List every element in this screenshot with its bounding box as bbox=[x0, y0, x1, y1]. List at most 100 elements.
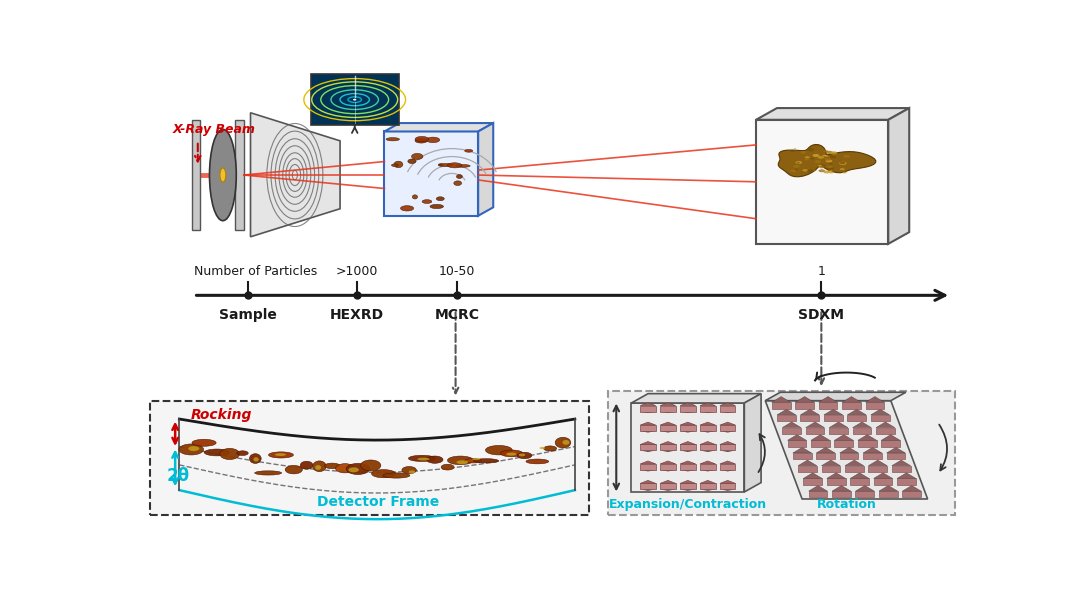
Bar bbox=[150, 401, 590, 516]
Ellipse shape bbox=[818, 165, 822, 167]
Ellipse shape bbox=[825, 158, 831, 161]
Ellipse shape bbox=[807, 148, 814, 151]
Polygon shape bbox=[819, 396, 837, 402]
Ellipse shape bbox=[814, 161, 821, 163]
Bar bbox=[809, 491, 827, 497]
Polygon shape bbox=[660, 431, 676, 432]
Ellipse shape bbox=[819, 166, 824, 168]
Polygon shape bbox=[680, 451, 696, 452]
Text: SDXM: SDXM bbox=[798, 308, 845, 322]
Ellipse shape bbox=[472, 458, 480, 460]
Bar bbox=[640, 483, 656, 489]
Ellipse shape bbox=[829, 157, 833, 158]
Ellipse shape bbox=[313, 461, 326, 472]
Polygon shape bbox=[660, 412, 676, 413]
Polygon shape bbox=[793, 447, 811, 453]
Polygon shape bbox=[766, 392, 906, 401]
Polygon shape bbox=[660, 470, 676, 471]
Polygon shape bbox=[640, 402, 656, 406]
Bar bbox=[903, 491, 921, 497]
Ellipse shape bbox=[810, 157, 814, 159]
Bar bbox=[720, 406, 735, 412]
Bar bbox=[827, 478, 846, 485]
Polygon shape bbox=[640, 422, 656, 425]
Ellipse shape bbox=[269, 452, 294, 458]
Polygon shape bbox=[879, 486, 897, 491]
Ellipse shape bbox=[415, 138, 428, 143]
Ellipse shape bbox=[438, 164, 443, 166]
Bar bbox=[782, 427, 801, 434]
Ellipse shape bbox=[188, 446, 200, 451]
Ellipse shape bbox=[802, 169, 808, 171]
Bar bbox=[848, 415, 866, 421]
Polygon shape bbox=[640, 441, 656, 444]
Polygon shape bbox=[827, 473, 846, 478]
Polygon shape bbox=[766, 401, 928, 499]
Polygon shape bbox=[840, 447, 859, 453]
Ellipse shape bbox=[828, 171, 834, 173]
Ellipse shape bbox=[828, 170, 833, 172]
Bar bbox=[842, 402, 861, 409]
Bar bbox=[806, 427, 824, 434]
Text: Rotation: Rotation bbox=[816, 498, 876, 511]
Ellipse shape bbox=[204, 449, 229, 456]
Polygon shape bbox=[720, 480, 735, 483]
Text: Rocking: Rocking bbox=[190, 408, 252, 422]
Ellipse shape bbox=[543, 446, 556, 451]
Bar bbox=[772, 402, 791, 409]
Ellipse shape bbox=[823, 170, 829, 173]
Ellipse shape bbox=[447, 163, 462, 168]
Ellipse shape bbox=[812, 154, 820, 157]
Polygon shape bbox=[852, 422, 872, 427]
Polygon shape bbox=[640, 412, 656, 413]
Ellipse shape bbox=[457, 174, 462, 179]
Ellipse shape bbox=[391, 164, 399, 167]
Bar bbox=[865, 402, 885, 409]
Ellipse shape bbox=[813, 170, 816, 171]
Ellipse shape bbox=[840, 162, 846, 164]
Text: Expansion/Contraction: Expansion/Contraction bbox=[609, 498, 767, 511]
Polygon shape bbox=[756, 108, 909, 120]
Ellipse shape bbox=[829, 156, 836, 159]
Bar bbox=[777, 415, 796, 421]
Ellipse shape bbox=[819, 169, 825, 172]
Bar bbox=[822, 466, 840, 472]
Polygon shape bbox=[680, 489, 696, 491]
Ellipse shape bbox=[831, 151, 837, 154]
Polygon shape bbox=[720, 470, 735, 471]
Ellipse shape bbox=[386, 137, 400, 141]
Ellipse shape bbox=[415, 136, 429, 142]
Bar bbox=[640, 406, 656, 412]
Bar bbox=[660, 483, 676, 489]
Ellipse shape bbox=[820, 164, 826, 167]
Polygon shape bbox=[720, 441, 735, 444]
Polygon shape bbox=[777, 409, 796, 415]
Ellipse shape bbox=[507, 452, 516, 455]
Bar bbox=[874, 478, 892, 485]
Polygon shape bbox=[680, 470, 696, 471]
Ellipse shape bbox=[808, 170, 813, 173]
Text: Number of Particles: Number of Particles bbox=[193, 264, 316, 277]
Ellipse shape bbox=[408, 159, 416, 164]
Polygon shape bbox=[640, 461, 656, 464]
Polygon shape bbox=[863, 447, 882, 453]
Polygon shape bbox=[720, 461, 735, 464]
Ellipse shape bbox=[517, 452, 531, 458]
Ellipse shape bbox=[285, 465, 302, 474]
Polygon shape bbox=[720, 412, 735, 413]
Ellipse shape bbox=[254, 457, 259, 461]
Polygon shape bbox=[772, 396, 791, 402]
Polygon shape bbox=[811, 435, 829, 440]
Polygon shape bbox=[744, 393, 761, 492]
Ellipse shape bbox=[347, 463, 369, 474]
Bar bbox=[660, 464, 676, 470]
Bar bbox=[720, 444, 735, 451]
Polygon shape bbox=[680, 402, 696, 406]
Bar bbox=[863, 453, 882, 460]
Ellipse shape bbox=[315, 465, 321, 470]
Bar bbox=[795, 402, 814, 409]
Polygon shape bbox=[848, 409, 866, 415]
Text: >1000: >1000 bbox=[336, 264, 378, 277]
Bar bbox=[680, 464, 696, 470]
Ellipse shape bbox=[249, 454, 261, 463]
